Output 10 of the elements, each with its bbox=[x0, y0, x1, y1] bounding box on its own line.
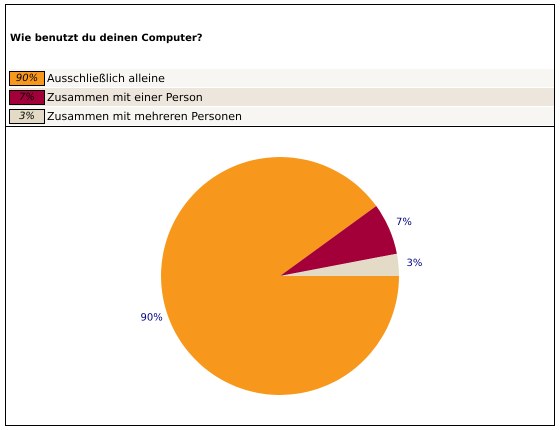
data-label: 3% bbox=[406, 258, 422, 269]
text: 7% bbox=[19, 92, 35, 102]
legend-label: Zusammen mit einer Person bbox=[47, 90, 203, 104]
text: 3% bbox=[19, 110, 35, 122]
data-label: 7% bbox=[396, 216, 412, 228]
data-label: 90% bbox=[140, 312, 163, 324]
chart-title: Wie benutzt du deinen Computer? bbox=[10, 33, 203, 44]
legend-label: Ausschließlich alleine bbox=[47, 72, 165, 84]
legend-label: Zusammen mit mehreren Personen bbox=[47, 110, 242, 122]
text: 90% bbox=[16, 72, 38, 84]
